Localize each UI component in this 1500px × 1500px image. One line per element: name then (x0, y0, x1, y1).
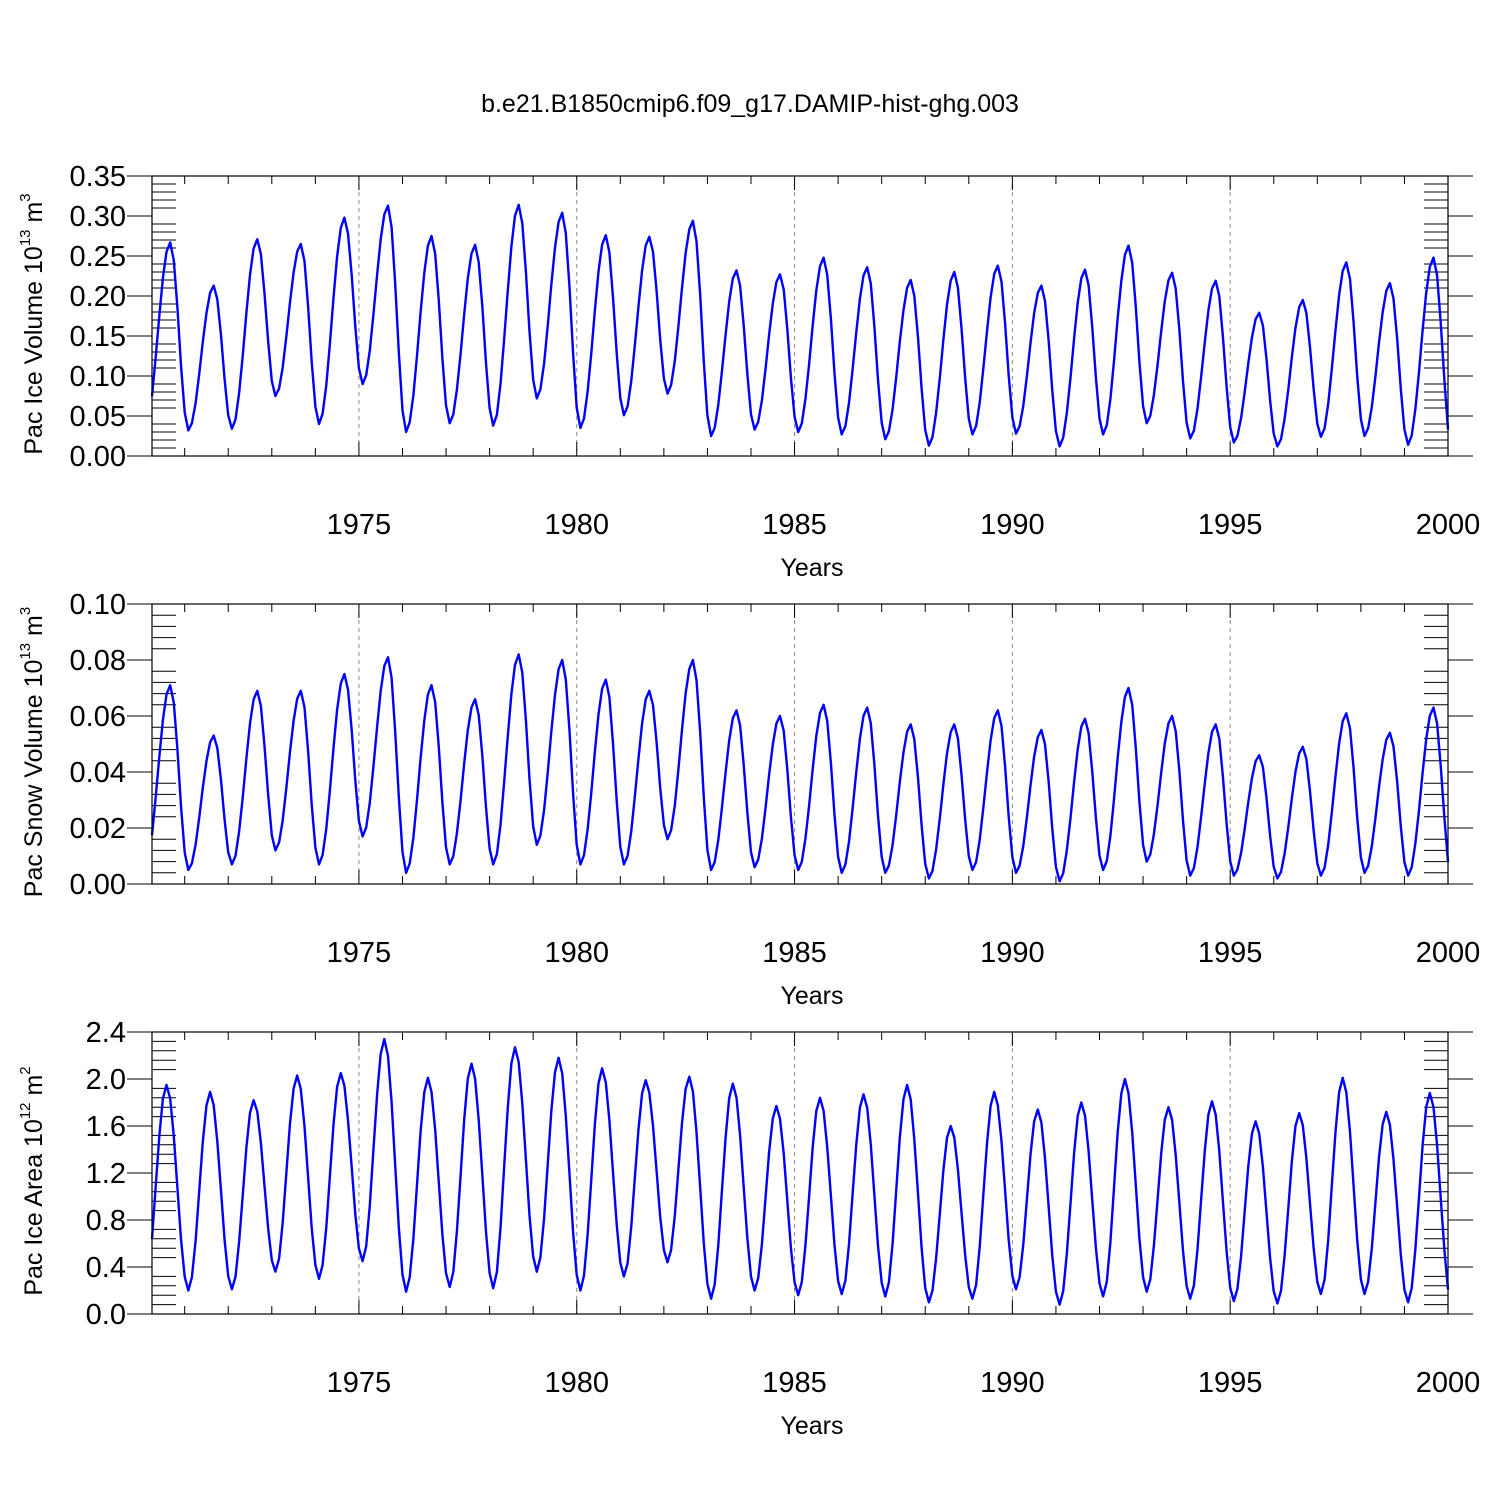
ice-volume-y-tick-label: 0.20 (70, 281, 126, 313)
ice-area-y-tick-label: 1.2 (86, 1158, 126, 1190)
ice-area-y-axis-title-text: Pac Ice Area 10 (20, 1119, 48, 1296)
snow-volume-y-tick-label: 0.10 (70, 589, 126, 621)
ice-volume-x-tick-label: 1980 (544, 509, 609, 541)
snow-volume-y-axis-title-unit-exp: 3 (17, 607, 34, 615)
ice-area-y-axis-title-unit: m (20, 1075, 48, 1103)
ice-area-series-line (150, 1037, 1450, 1306)
ice-area-x-tick-label: 2000 (1416, 1367, 1481, 1399)
figure-title: b.e21.B1850cmip6.f09_g17.DAMIP-hist-ghg.… (481, 90, 1019, 118)
ice-area-plot-frame (151, 1031, 1449, 1315)
ice-area-x-tick-label: 1990 (980, 1367, 1045, 1399)
ice-volume-x-tick-label: 2000 (1416, 509, 1481, 541)
ice-volume-y-tick-label: 0.15 (70, 321, 126, 353)
ice-area-y-axis-title-unit-exp: 2 (17, 1066, 34, 1074)
snow-volume-x-tick-label: 1975 (327, 937, 392, 969)
ice-volume-y-tick-label: 0.25 (70, 241, 126, 273)
snow-volume-y-axis-title-unit: m (20, 615, 48, 643)
snow-volume-plot-frame (151, 603, 1449, 885)
ice-area-x-tick-label: 1995 (1198, 1367, 1263, 1399)
ice-volume-y-tick-label: 0.00 (70, 441, 126, 473)
ice-area-y-axis-title-exp: 12 (17, 1102, 34, 1119)
ice-volume-plot-frame (151, 175, 1449, 457)
ice-area-y-tick-label: 0.4 (86, 1252, 126, 1284)
snow-volume-y-tick-label: 0.08 (70, 645, 126, 677)
ice-volume-x-tick-label: 1990 (980, 509, 1045, 541)
snow-volume-y-axis-title-text: Pac Snow Volume 10 (20, 660, 48, 898)
ice-volume-y-axis-title-unit: m (20, 202, 48, 230)
snow-volume-y-axis-title-exp: 13 (17, 643, 34, 660)
ice-area-y-tick-label: 1.6 (86, 1111, 126, 1143)
snow-volume-panel: 0.00 0.02 0.04 0.06 0.08 0.10 1975 1980 1985 1990… (17, 589, 1480, 1010)
ice-area-x-tick-label: 1975 (327, 1367, 392, 1399)
ice-area-y-tick-label: 2.4 (86, 1017, 126, 1049)
snow-volume-y-axis-title: Pac Snow Volume 1013 m3 (17, 607, 48, 897)
ice-area-panel: 0.0 0.4 0.8 1.2 1.6 2.0 2.4 1975 1980 1985 1990 199… (17, 1017, 1480, 1440)
ice-volume-y-axis-title-unit-exp: 3 (17, 193, 34, 201)
ice-area-y-tick-label: 2.0 (86, 1064, 126, 1096)
ice-area-y-tick-label: 0.8 (86, 1205, 126, 1237)
snow-volume-x-tick-label: 1980 (544, 937, 609, 969)
snow-volume-x-tick-label: 2000 (1416, 937, 1481, 969)
ice-volume-y-axis-title-exp: 13 (17, 229, 34, 246)
snow-volume-y-tick-label: 0.04 (70, 757, 126, 789)
ice-volume-y-tick-label: 0.05 (70, 401, 126, 433)
ice-area-y-axis-title: Pac Ice Area 1012 m2 (17, 1066, 48, 1295)
ice-area-x-axis-title: Years (780, 1412, 843, 1440)
snow-volume-x-tick-label: 1995 (1198, 937, 1263, 969)
snow-volume-y-tick-label: 0.00 (70, 869, 126, 901)
ice-area-x-tick-label: 1980 (544, 1367, 609, 1399)
ice-area-x-tick-label: 1985 (762, 1367, 827, 1399)
ice-volume-y-tick-label: 0.10 (70, 361, 126, 393)
ice-volume-series-line (150, 203, 1450, 448)
ice-volume-y-axis-title-text: Pac Ice Volume 10 (20, 246, 48, 454)
snow-volume-y-tick-label: 0.06 (70, 701, 126, 733)
snow-volume-series-line (150, 653, 1450, 883)
ice-volume-x-tick-label: 1985 (762, 509, 827, 541)
snow-volume-x-tick-label: 1990 (980, 937, 1045, 969)
ice-volume-panel: 0.00 0.05 0.10 0.15 0.20 0.25 0.30 0.35 1975 1980… (17, 161, 1480, 582)
ice-volume-y-axis-title: Pac Ice Volume 1013 m3 (17, 193, 48, 454)
ice-volume-x-tick-label: 1995 (1198, 509, 1263, 541)
snow-volume-x-tick-label: 1985 (762, 937, 827, 969)
snow-volume-y-tick-label: 0.02 (70, 813, 126, 845)
ice-volume-x-axis-title: Years (780, 554, 843, 582)
ice-volume-y-tick-label: 0.30 (70, 201, 126, 233)
ice-area-y-tick-label: 0.0 (86, 1299, 126, 1331)
ice-volume-x-tick-label: 1975 (327, 509, 392, 541)
ice-volume-y-tick-label: 0.35 (70, 161, 126, 193)
snow-volume-x-axis-title: Years (780, 982, 843, 1010)
